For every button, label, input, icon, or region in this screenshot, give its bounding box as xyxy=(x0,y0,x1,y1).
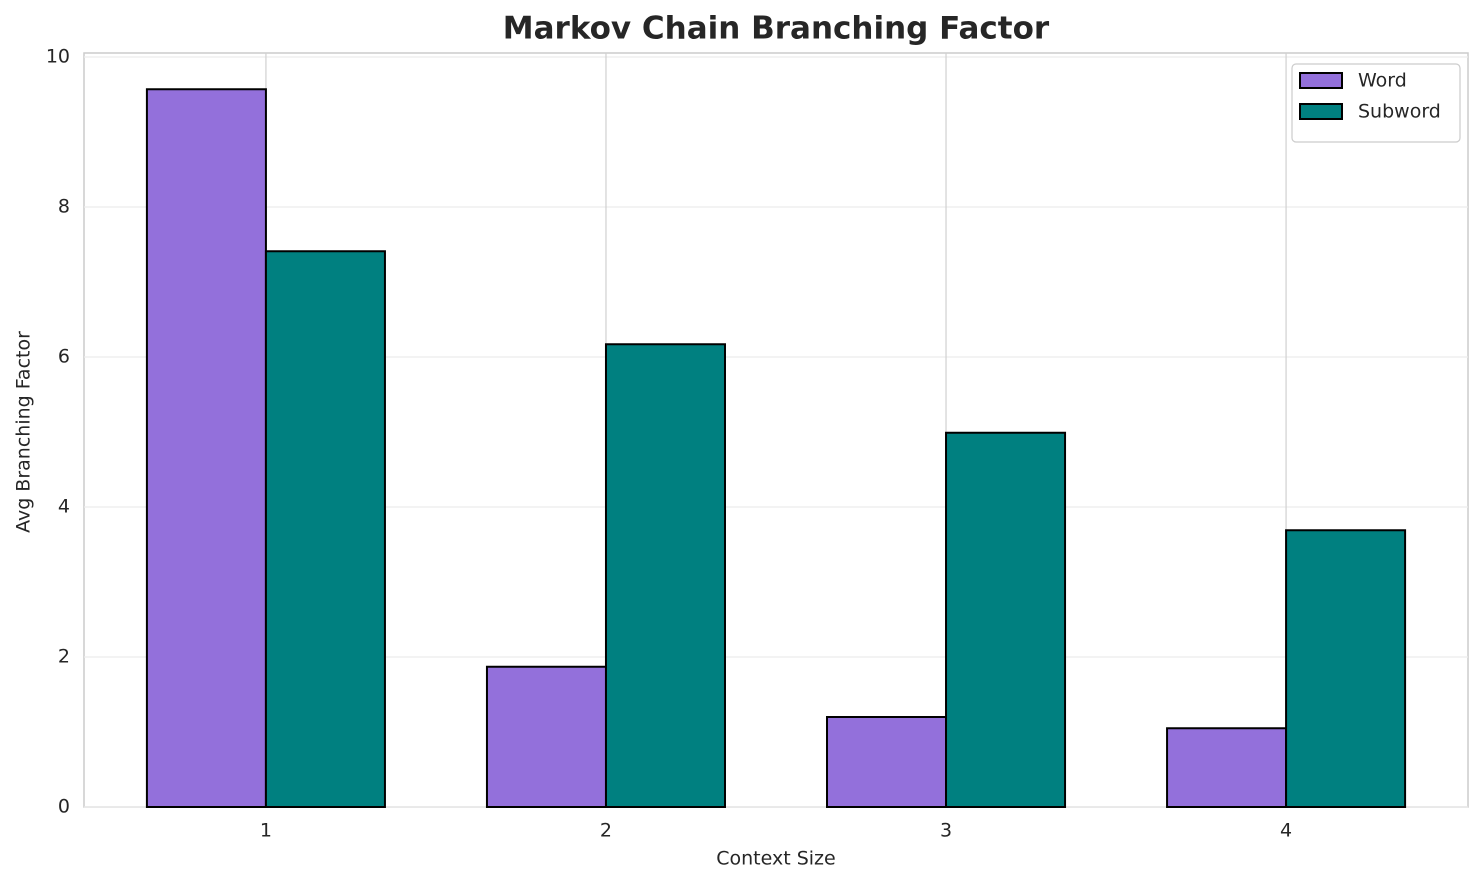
bar xyxy=(145,88,267,808)
y-tick-label: 8 xyxy=(58,196,70,218)
bar xyxy=(485,665,607,808)
legend: Word Subword xyxy=(1291,63,1461,143)
chart-title: Markov Chain Branching Factor xyxy=(503,11,1050,47)
legend-swatch xyxy=(1299,72,1343,89)
bar xyxy=(945,431,1067,808)
bar xyxy=(604,343,726,808)
x-tick-label: 3 xyxy=(940,820,952,842)
legend-swatch xyxy=(1299,103,1343,120)
y-tick-label: 2 xyxy=(58,646,70,668)
x-axis-label: Context Size xyxy=(716,848,835,870)
y-tick-label: 10 xyxy=(46,46,70,68)
y-axis-label: Avg Branching Factor xyxy=(13,331,35,533)
bar xyxy=(826,716,948,808)
bar xyxy=(1166,727,1288,808)
legend-label: Word xyxy=(1358,70,1407,92)
y-tick-label: 4 xyxy=(58,496,70,518)
legend-label: Subword xyxy=(1358,101,1441,123)
bar xyxy=(264,250,386,808)
bar xyxy=(1285,529,1407,808)
x-tick-label: 1 xyxy=(260,820,272,842)
y-tick-label: 0 xyxy=(58,796,70,818)
x-tick-label: 2 xyxy=(600,820,612,842)
x-tick-label: 4 xyxy=(1280,820,1292,842)
y-tick-label: 6 xyxy=(58,346,70,368)
